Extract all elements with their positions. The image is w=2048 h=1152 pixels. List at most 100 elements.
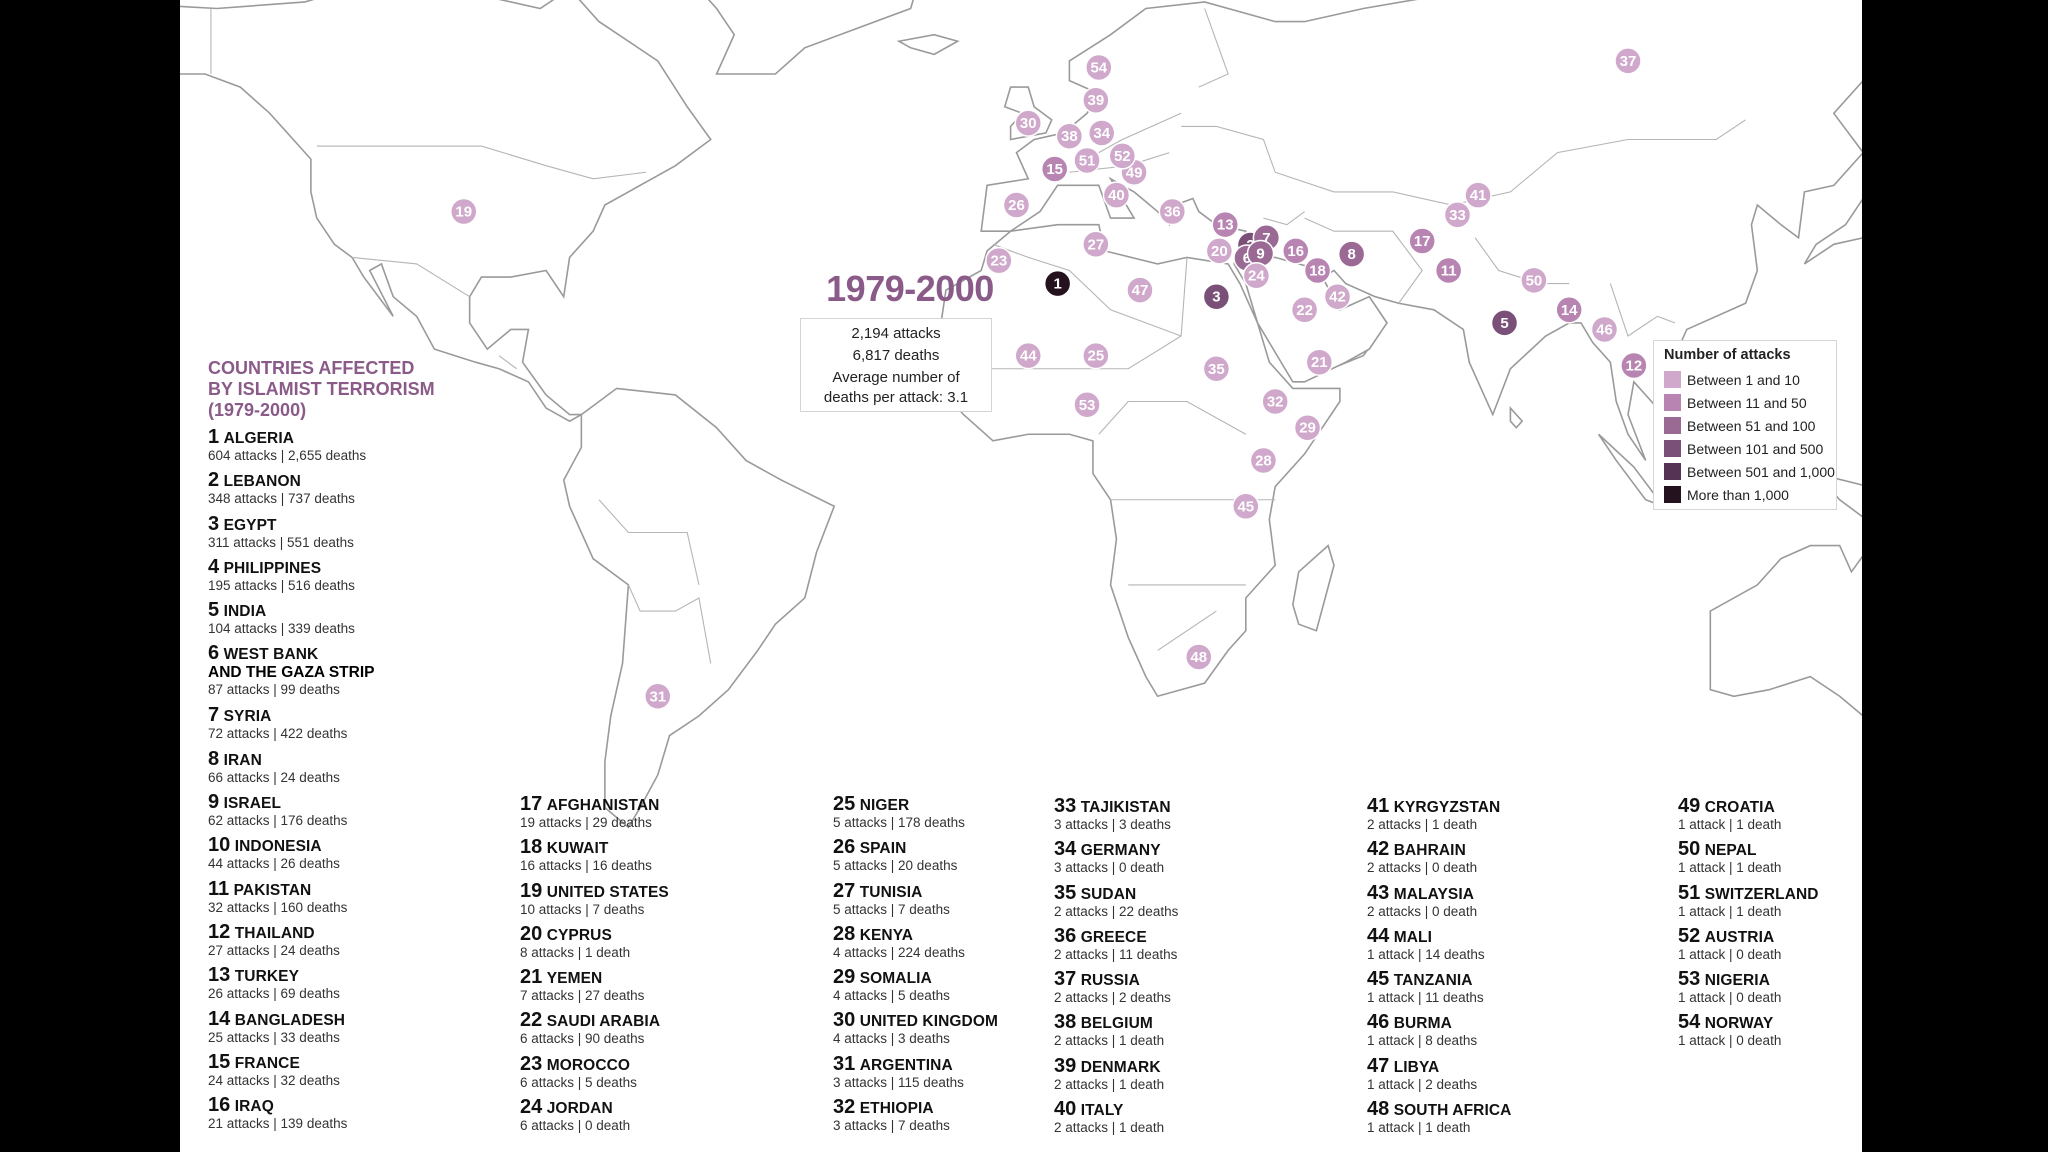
country-name: NEPAL bbox=[1704, 842, 1757, 860]
marker-label: 19 bbox=[455, 204, 472, 221]
country-heading: 42 BAHRAIN bbox=[1367, 839, 1511, 860]
marker-circle bbox=[1590, 315, 1619, 344]
country-heading: 40 ITALY bbox=[1054, 1099, 1178, 1120]
marker-circle bbox=[1282, 237, 1310, 265]
country-stats: 6 attacks | 0 death bbox=[520, 1118, 631, 1134]
landmass-sri-lanka bbox=[1509, 405, 1524, 429]
country-name: WEST BANK bbox=[223, 646, 319, 664]
country-entry: 31 ARGENTINA 3 attacks | 115 deaths bbox=[833, 1054, 998, 1098]
marker-16: 16 bbox=[1282, 237, 1310, 265]
country-name: ETHIOPIA bbox=[859, 1100, 934, 1118]
country-rank: 36 bbox=[1054, 924, 1077, 947]
country-stats: 1 attack | 11 deaths bbox=[1367, 990, 1484, 1006]
average-deaths-line2: deaths per attack: 3.1 bbox=[823, 389, 969, 406]
marker-label: 53 bbox=[1079, 397, 1096, 414]
country-name: INDONESIA bbox=[234, 838, 322, 856]
country-name: BURMA bbox=[1393, 1015, 1452, 1033]
marker-32: 32 bbox=[1261, 387, 1289, 416]
legend-swatch bbox=[1664, 440, 1681, 457]
world-map: 1234567891011121314151617181920212223242… bbox=[180, 0, 1862, 829]
country-stats: 2 attacks | 1 death bbox=[1054, 1033, 1165, 1049]
country-entry: 25 NIGER 5 attacks | 178 deaths bbox=[833, 793, 998, 838]
marker-17: 17 bbox=[1408, 227, 1436, 255]
country-heading: 45 TANZANIA bbox=[1367, 969, 1511, 990]
country-heading: 11 PAKISTAN bbox=[208, 879, 374, 900]
border-line bbox=[1275, 119, 1746, 206]
marker-circle bbox=[1205, 237, 1234, 265]
country-heading: 32 ETHIOPIA bbox=[833, 1097, 998, 1118]
country-rank: 20 bbox=[520, 922, 543, 945]
total-deaths: 6,817 deaths bbox=[852, 347, 940, 364]
summary-box: 2,194 attacks 6,817 deaths Average numbe… bbox=[800, 318, 992, 412]
marker-label: 18 bbox=[1309, 263, 1326, 280]
marker-20: 20 bbox=[1205, 237, 1234, 265]
country-name: BAHRAIN bbox=[1393, 842, 1466, 860]
country-rank: 5 bbox=[208, 599, 220, 622]
country-heading: 7 SYRIA bbox=[208, 705, 374, 726]
marker-circle bbox=[1620, 351, 1648, 380]
country-entry: 39 DENMARK 2 attacks | 1 death bbox=[1054, 1056, 1178, 1100]
marker-circle bbox=[1249, 446, 1278, 475]
country-stats: 3 attacks | 0 death bbox=[1054, 860, 1165, 876]
marker-circle bbox=[1261, 387, 1289, 416]
country-heading: 51 SWITZERLAND bbox=[1678, 883, 1819, 904]
country-heading: 50 NEPAL bbox=[1678, 839, 1819, 860]
marker-label: 52 bbox=[1114, 148, 1131, 165]
country-heading: 46 BURMA bbox=[1367, 1012, 1511, 1033]
total-attacks: 2,194 attacks bbox=[851, 325, 941, 342]
legend-label: Between 1 and 10 bbox=[1687, 371, 1800, 388]
landmass-australia bbox=[1709, 544, 1862, 716]
country-rank: 26 bbox=[833, 836, 856, 859]
marker-circle bbox=[450, 197, 478, 226]
marker-26: 26 bbox=[1002, 191, 1031, 219]
marker-label: 14 bbox=[1561, 302, 1578, 319]
country-stats: 32 attacks | 160 deaths bbox=[208, 899, 348, 915]
country-name: YEMEN bbox=[546, 970, 603, 988]
marker-label: 34 bbox=[1093, 125, 1110, 142]
list-column-1: 1 ALGERIA 604 attacks | 2,655 deaths 2 LEB… bbox=[208, 427, 374, 1139]
country-heading: 47 LIBYA bbox=[1367, 1056, 1511, 1077]
country-stats: 3 attacks | 3 deaths bbox=[1054, 817, 1171, 832]
country-stats: 2 attacks | 1 death bbox=[1367, 817, 1478, 832]
marker-label: 17 bbox=[1414, 233, 1431, 250]
country-name: DENMARK bbox=[1080, 1058, 1161, 1076]
country-name: PAKISTAN bbox=[233, 881, 312, 899]
country-name: GERMANY bbox=[1080, 842, 1161, 860]
country-name: NIGERIA bbox=[1704, 972, 1770, 990]
marker-circle bbox=[1337, 240, 1366, 268]
country-name: UNITED STATES bbox=[546, 883, 669, 901]
country-entry: 45 TANZANIA 1 attack | 11 deaths bbox=[1367, 969, 1511, 1013]
marker-21: 21 bbox=[1305, 348, 1334, 376]
country-stats: 66 attacks | 24 deaths bbox=[208, 769, 340, 785]
country-rank: 22 bbox=[520, 1009, 543, 1032]
country-name: RUSSIA bbox=[1080, 972, 1140, 990]
country-name: INDIA bbox=[223, 603, 267, 621]
country-entry: 3 EGYPT 311 attacks | 551 deaths bbox=[208, 514, 374, 558]
country-stats: 195 attacks | 516 deaths bbox=[208, 577, 355, 593]
marker-label: 37 bbox=[1620, 53, 1637, 70]
country-entry: 10 INDONESIA 44 attacks | 26 deaths bbox=[208, 835, 374, 879]
legend-title: Number of attacks bbox=[1664, 347, 1791, 363]
country-name: LEBANON bbox=[223, 473, 301, 491]
marker-38: 38 bbox=[1055, 122, 1084, 150]
country-entry: 48 SOUTH AFRICA 1 attack | 1 death bbox=[1367, 1099, 1511, 1143]
country-heading: 35 SUDAN bbox=[1054, 883, 1178, 904]
country-entry: 40 ITALY 2 attacks | 1 death bbox=[1054, 1099, 1178, 1143]
country-rank: 49 bbox=[1678, 795, 1701, 817]
country-stats: 1 attack | 1 death bbox=[1678, 817, 1782, 832]
marker-circle bbox=[1323, 282, 1352, 311]
marker-circle bbox=[1055, 122, 1084, 150]
country-stats: 348 attacks | 737 deaths bbox=[208, 491, 355, 507]
list-column-5: 41 KYRGYZSTAN 2 attacks | 1 death 42 BAHRA… bbox=[1367, 796, 1511, 1143]
marker-circle bbox=[1043, 269, 1072, 298]
marker-label: 46 bbox=[1596, 321, 1613, 338]
legend-label: Between 51 and 100 bbox=[1687, 417, 1816, 434]
country-entry: 28 KENYA 4 attacks | 224 deaths bbox=[833, 924, 998, 968]
country-name: ALGERIA bbox=[223, 430, 295, 447]
country-entry: 30 UNITED KINGDOM 4 attacks | 3 deaths bbox=[833, 1010, 998, 1054]
country-heading: 13 TURKEY bbox=[208, 965, 374, 986]
marker-circle bbox=[1073, 391, 1101, 419]
border-line bbox=[1157, 610, 1217, 651]
legend-item: More than 1,000 bbox=[1664, 483, 1836, 506]
country-rank: 25 bbox=[833, 793, 856, 815]
